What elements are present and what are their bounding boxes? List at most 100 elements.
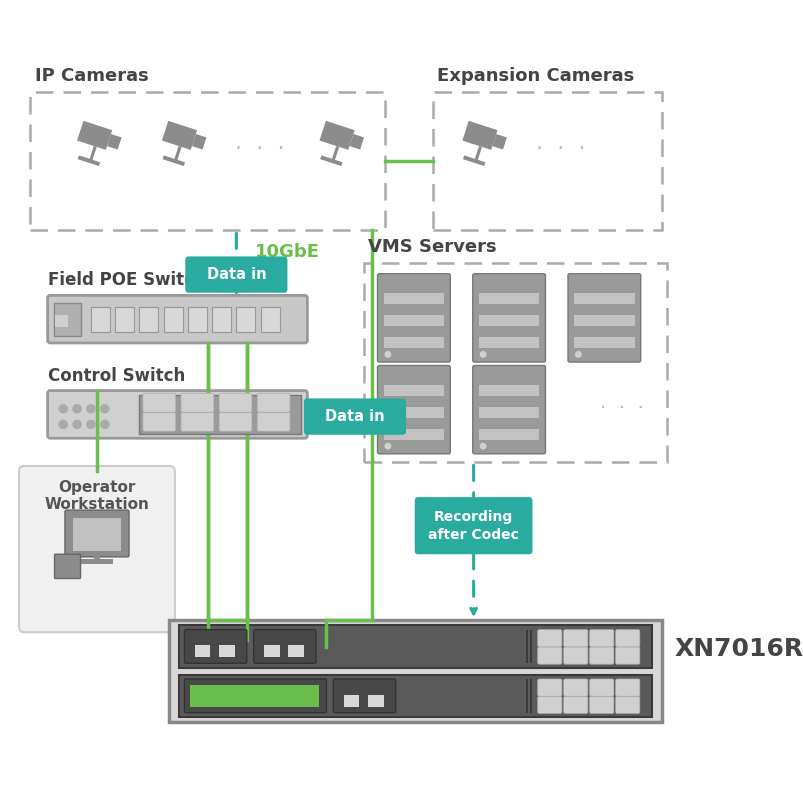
FancyBboxPatch shape	[181, 412, 214, 431]
Bar	[479, 429, 539, 440]
FancyBboxPatch shape	[563, 679, 587, 696]
FancyBboxPatch shape	[47, 295, 307, 343]
Bar	[72, 518, 121, 551]
Polygon shape	[162, 156, 185, 166]
Text: Field POE Switch: Field POE Switch	[47, 271, 205, 290]
Bar	[194, 645, 210, 658]
Bar	[288, 645, 304, 658]
Bar	[573, 338, 634, 348]
Circle shape	[384, 443, 391, 450]
Bar	[55, 315, 67, 327]
Bar	[383, 385, 443, 396]
Circle shape	[59, 404, 68, 414]
Bar	[344, 695, 359, 707]
Bar	[218, 645, 234, 658]
Bar	[93, 553, 100, 561]
FancyBboxPatch shape	[567, 273, 640, 362]
FancyBboxPatch shape	[181, 393, 214, 412]
Bar	[260, 307, 279, 332]
Bar	[529, 679, 531, 713]
FancyBboxPatch shape	[55, 554, 80, 578]
Circle shape	[86, 419, 96, 429]
Polygon shape	[331, 146, 339, 162]
Bar	[188, 307, 206, 332]
FancyBboxPatch shape	[377, 366, 450, 454]
Polygon shape	[462, 121, 497, 150]
FancyBboxPatch shape	[65, 510, 128, 557]
FancyBboxPatch shape	[563, 630, 587, 647]
Polygon shape	[88, 146, 96, 162]
Bar	[479, 294, 539, 304]
Text: Operator
Workstation: Operator Workstation	[44, 480, 149, 512]
Bar	[479, 338, 539, 348]
Polygon shape	[192, 134, 206, 149]
Circle shape	[86, 404, 96, 414]
Bar	[236, 307, 255, 332]
Circle shape	[479, 443, 486, 450]
Text: IP Cameras: IP Cameras	[35, 67, 149, 85]
Text: 10GbE: 10GbE	[255, 243, 320, 261]
Polygon shape	[474, 146, 482, 162]
Circle shape	[100, 419, 109, 429]
Circle shape	[574, 351, 581, 358]
Polygon shape	[491, 134, 507, 149]
FancyBboxPatch shape	[333, 679, 395, 713]
Bar	[573, 294, 634, 304]
Bar	[54, 303, 81, 336]
Circle shape	[479, 351, 486, 358]
Polygon shape	[161, 121, 197, 150]
Text: ·  ·  ·: · · ·	[536, 139, 585, 159]
Text: Data in: Data in	[206, 267, 266, 282]
Bar	[526, 630, 528, 663]
Bar	[31, 92, 385, 230]
FancyBboxPatch shape	[218, 412, 251, 431]
Bar	[138, 395, 301, 434]
FancyBboxPatch shape	[184, 630, 247, 663]
FancyBboxPatch shape	[377, 273, 450, 362]
Bar	[368, 695, 383, 707]
Bar	[479, 385, 539, 396]
Bar	[115, 307, 134, 332]
Polygon shape	[463, 156, 485, 166]
Circle shape	[59, 419, 68, 429]
FancyBboxPatch shape	[472, 366, 544, 454]
Polygon shape	[173, 146, 181, 162]
FancyBboxPatch shape	[537, 679, 561, 696]
FancyBboxPatch shape	[414, 497, 532, 554]
FancyBboxPatch shape	[615, 630, 639, 647]
Text: ·  ·  ·: · · ·	[599, 399, 642, 419]
FancyBboxPatch shape	[257, 412, 290, 431]
Bar	[529, 630, 531, 663]
Bar	[526, 679, 528, 713]
FancyBboxPatch shape	[184, 679, 326, 713]
Circle shape	[100, 404, 109, 414]
Polygon shape	[78, 156, 100, 166]
Bar	[190, 685, 319, 707]
Circle shape	[72, 404, 82, 414]
FancyBboxPatch shape	[143, 393, 176, 412]
Bar	[363, 263, 666, 463]
FancyBboxPatch shape	[19, 466, 175, 632]
FancyBboxPatch shape	[537, 647, 561, 664]
FancyBboxPatch shape	[304, 399, 406, 435]
Polygon shape	[349, 134, 364, 149]
FancyBboxPatch shape	[257, 393, 290, 412]
Bar	[91, 307, 110, 332]
Text: ·  ·  ·: · · ·	[234, 139, 284, 159]
Bar	[432, 92, 662, 230]
Bar	[383, 315, 443, 326]
Text: Recording
after Codec: Recording after Codec	[428, 510, 519, 541]
FancyBboxPatch shape	[563, 647, 587, 664]
Circle shape	[72, 419, 82, 429]
Bar	[479, 315, 539, 326]
FancyBboxPatch shape	[589, 647, 613, 664]
Bar	[573, 315, 634, 326]
FancyBboxPatch shape	[143, 412, 176, 431]
FancyBboxPatch shape	[254, 630, 316, 663]
FancyBboxPatch shape	[537, 696, 561, 714]
Circle shape	[384, 351, 391, 358]
Text: Data in: Data in	[324, 409, 385, 424]
Polygon shape	[77, 121, 112, 150]
Text: XN7016R: XN7016R	[674, 637, 803, 661]
Bar	[81, 558, 112, 564]
